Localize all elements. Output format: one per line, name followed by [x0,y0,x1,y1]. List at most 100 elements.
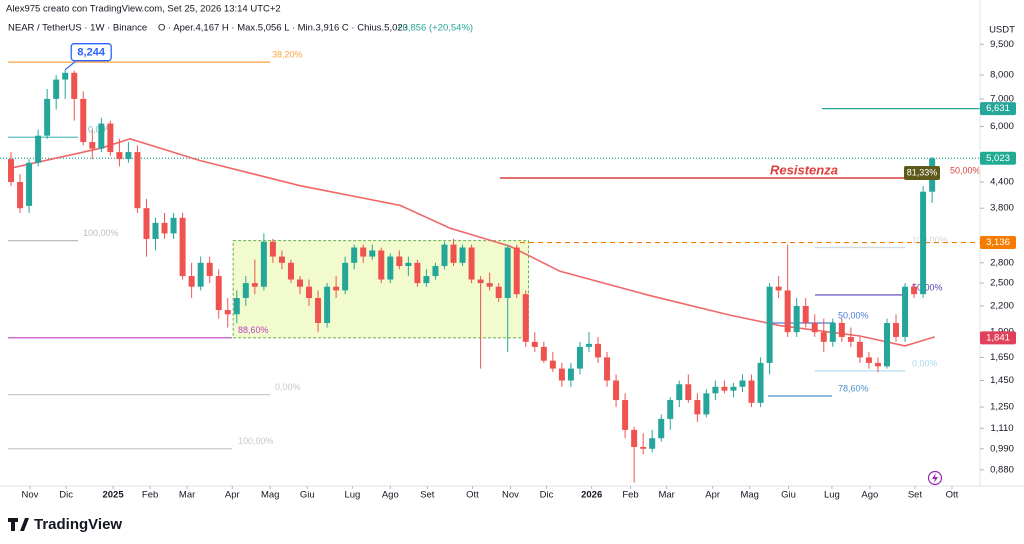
candle-body [540,346,547,361]
candle-body [242,283,249,299]
y-tick-label: 1,250 [990,402,1014,413]
y-tick-label: 2,200 [990,300,1014,311]
candle-body [251,283,258,287]
candle-body [53,79,60,99]
candle-body [703,393,710,415]
x-tick-label: Giu [781,490,796,501]
ratio-box [904,165,940,180]
candle-body [441,244,448,267]
candle-body [902,286,909,337]
y-tick-label: 2,800 [990,257,1014,268]
x-tick-label: Dic [540,490,554,501]
axis-unit: USDT [989,25,1015,36]
x-tick-label: Nov [22,490,39,501]
fib-label: 100,00% [238,436,274,446]
candle-body [387,256,394,280]
x-tick-label: Apr [225,490,240,501]
candle-body [459,247,466,263]
candle-body [296,279,303,287]
x-tick-label: Ott [466,490,479,501]
x-tick-label: Lug [824,490,840,501]
candle-body [649,438,656,449]
ratio-label: 81,33% [907,167,938,177]
change: +0,856 (+20,54%) [397,23,473,34]
candle-body [730,386,737,391]
candle-body [315,298,322,323]
candle-body [26,162,33,206]
brand: TradingView [34,516,122,533]
candle-body [206,262,213,277]
candle-body [71,72,78,99]
candle-body [333,286,340,291]
y-tick-label: 8,000 [990,70,1014,81]
x-tick-label: Ago [382,490,399,501]
x-tick-label: Lug [344,490,360,501]
y-tick-label: 9,500 [990,39,1014,50]
candle-body [125,152,132,160]
candle-body [477,279,484,284]
candle-body [829,322,836,342]
price-tag [980,236,1016,250]
candle-body [721,386,728,391]
candle-body [748,380,755,403]
x-tick-label: Nov [502,490,519,501]
x-tick-label: Mag [740,490,758,501]
candle-body [450,244,457,263]
fib-label: 50,00% [912,282,943,292]
candle-body [549,360,556,369]
candle-body [405,262,412,267]
candle-body [287,262,294,280]
y-tick-label: 0,880 [990,464,1014,475]
price-tag [980,331,1016,345]
fib-label: 100,00% [912,235,948,245]
x-tick-label: Apr [705,490,720,501]
candle-body [152,222,159,239]
candle-body [775,286,782,291]
candle-body [143,208,150,239]
candle-body [233,298,240,315]
candle-body [35,135,42,163]
x-tick-label: Ago [861,490,878,501]
y-tick-label: 7,000 [990,93,1014,104]
candle-body [676,384,683,401]
y-tick-label: 4,400 [990,176,1014,187]
price-tag-label: 1,841 [986,332,1010,343]
candle-body [89,142,96,149]
y-tick-label: 3,800 [990,203,1014,214]
fib-label: 100,00% [83,228,119,238]
fib-label: 78,60% [838,383,869,393]
price-tag [980,151,1016,165]
candle-body [414,262,421,284]
price-tag-label: 3,136 [986,237,1010,248]
candle-body [911,286,918,295]
fib-label: 0,00% [275,382,301,392]
candle-body [378,250,385,280]
candle-body [224,310,231,315]
price-tag-label: 5,023 [986,153,1010,164]
x-tick-label: Set [908,490,923,501]
fib-label: 50,00% [838,310,869,320]
candle-body [62,72,69,80]
candle-body [351,247,358,263]
candle-body [820,332,827,342]
peak-box [70,43,112,62]
x-tick-label: Set [420,490,435,501]
candle-body [278,256,285,263]
candle-body [369,250,376,257]
candle-body [558,368,565,381]
candle-body [883,322,890,367]
candle-body [513,247,520,295]
candle-body [802,305,809,323]
candle-body [215,276,222,311]
fib-label: 50,00% [950,165,981,175]
candle-body [576,346,583,369]
candle-body [504,247,511,299]
candle-body [874,362,881,367]
candle-body [342,262,349,291]
candle-body [838,322,845,337]
fib-label: 0,00% [912,358,938,368]
fib-label: 88,60% [238,325,269,335]
candle-body [893,322,900,337]
peak-pointer [64,61,76,71]
